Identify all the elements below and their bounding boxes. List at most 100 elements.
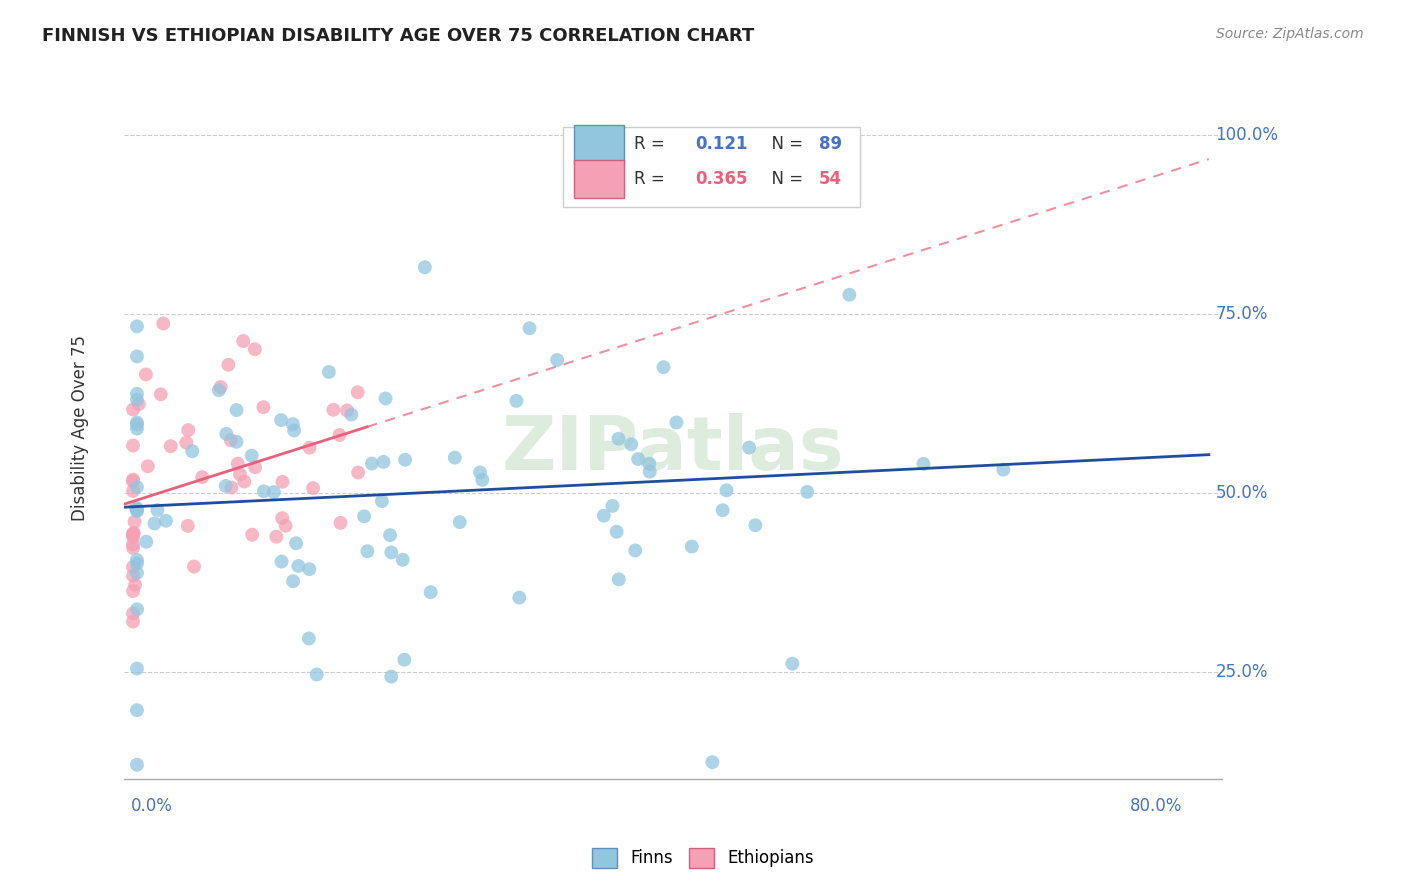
Point xyxy=(136,459,159,474)
Point xyxy=(253,484,276,499)
Point xyxy=(624,543,647,558)
Point xyxy=(346,385,368,400)
Point xyxy=(125,417,148,432)
Point xyxy=(221,481,243,495)
Text: R =: R = xyxy=(634,135,676,153)
Point xyxy=(665,416,688,430)
Point xyxy=(353,509,375,524)
Point xyxy=(225,403,247,417)
Point xyxy=(226,457,249,471)
Point xyxy=(191,470,214,484)
Text: 0.365: 0.365 xyxy=(695,170,748,188)
Point xyxy=(177,423,200,437)
Point xyxy=(283,424,305,438)
Point xyxy=(174,435,197,450)
Point xyxy=(638,457,661,471)
Point xyxy=(380,670,402,684)
Point xyxy=(356,544,378,558)
Point xyxy=(240,527,263,541)
Point xyxy=(738,441,761,455)
Point xyxy=(912,457,935,471)
Point xyxy=(298,632,321,646)
Point xyxy=(125,416,148,430)
Point xyxy=(125,504,148,518)
Point xyxy=(468,466,491,480)
Point xyxy=(305,667,328,681)
Point xyxy=(125,503,148,517)
Point xyxy=(146,503,169,517)
Text: Disability Age Over 75: Disability Age Over 75 xyxy=(70,335,89,521)
Point xyxy=(143,516,166,531)
Point xyxy=(122,537,145,551)
Point xyxy=(641,163,664,178)
Point xyxy=(122,527,145,541)
Point xyxy=(155,514,177,528)
Point xyxy=(122,473,145,487)
Point xyxy=(125,480,148,494)
Text: 89: 89 xyxy=(820,135,842,153)
Point xyxy=(378,528,401,542)
Point xyxy=(125,421,148,435)
Point xyxy=(318,365,340,379)
Point xyxy=(340,408,363,422)
Point xyxy=(243,342,266,356)
Point xyxy=(298,441,321,455)
Point xyxy=(183,559,205,574)
Point xyxy=(135,368,157,382)
Point xyxy=(122,568,145,582)
Text: 54: 54 xyxy=(820,170,842,188)
FancyBboxPatch shape xyxy=(574,125,623,163)
Point xyxy=(219,434,242,448)
Point xyxy=(125,387,148,401)
Point xyxy=(374,392,396,406)
Point xyxy=(122,607,145,621)
Point xyxy=(125,500,148,515)
Point xyxy=(371,494,394,508)
Point xyxy=(627,452,650,467)
Point xyxy=(125,566,148,580)
Point xyxy=(419,585,441,599)
Point xyxy=(274,518,297,533)
Point xyxy=(391,553,413,567)
Point xyxy=(508,591,530,605)
Text: FINNISH VS ETHIOPIAN DISABILITY AGE OVER 75 CORRELATION CHART: FINNISH VS ETHIOPIAN DISABILITY AGE OVER… xyxy=(42,27,755,45)
Point xyxy=(243,460,266,475)
FancyBboxPatch shape xyxy=(574,160,623,198)
Point xyxy=(329,516,352,530)
Point xyxy=(124,578,146,592)
Point xyxy=(122,615,145,629)
Point xyxy=(796,484,818,499)
Point xyxy=(177,519,200,533)
Point xyxy=(135,534,157,549)
Point xyxy=(347,466,370,480)
Point xyxy=(702,756,724,770)
Point xyxy=(125,757,148,772)
Point xyxy=(149,387,172,401)
Text: 50.0%: 50.0% xyxy=(1215,483,1268,501)
Text: 0.0%: 0.0% xyxy=(131,797,173,815)
Point xyxy=(281,574,304,589)
Point xyxy=(122,475,145,489)
Point xyxy=(266,530,288,544)
Point xyxy=(285,536,308,550)
Point xyxy=(122,530,145,544)
Point xyxy=(270,413,292,427)
Point xyxy=(124,515,146,529)
Point xyxy=(607,573,630,587)
Point xyxy=(716,483,738,498)
Text: 0.121: 0.121 xyxy=(695,135,748,153)
Point xyxy=(638,465,661,479)
Point xyxy=(373,455,395,469)
Point xyxy=(592,508,614,523)
Point xyxy=(711,503,734,517)
Point xyxy=(125,501,148,516)
Point xyxy=(380,545,402,559)
Point xyxy=(215,479,238,493)
Point xyxy=(298,562,321,576)
Point xyxy=(281,417,304,431)
Point xyxy=(270,555,292,569)
Point xyxy=(209,380,232,394)
Point xyxy=(128,397,150,411)
Point xyxy=(546,353,568,368)
Text: N =: N = xyxy=(761,135,808,153)
